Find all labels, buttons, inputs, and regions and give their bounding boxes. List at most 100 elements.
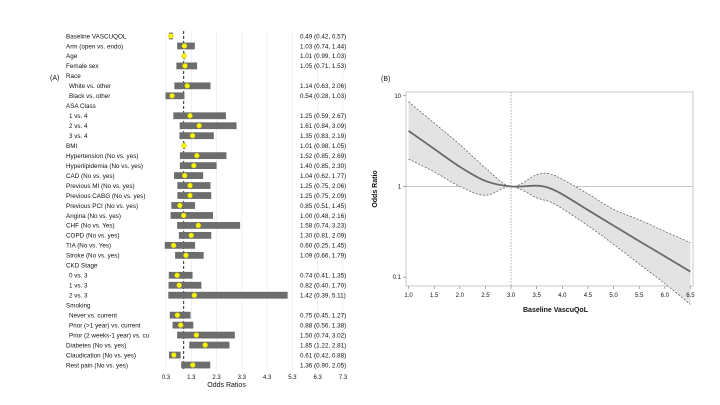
spline-y-tick-label: 10 bbox=[394, 94, 401, 100]
forest-point bbox=[184, 83, 190, 89]
forest-ci-bar bbox=[179, 132, 214, 140]
forest-point bbox=[189, 132, 196, 139]
forest-row: TIA (No vs. Yes) 0.60 (0.25, 1.45) bbox=[66, 241, 346, 250]
forest-ci-bar bbox=[175, 251, 204, 259]
forest-row-value: 1.58 (0.74, 3.23) bbox=[300, 223, 346, 230]
forest-row-value: 1.04 (0.62, 1.77) bbox=[300, 173, 346, 180]
forest-row: Hypertension (No vs. yes) 1.52 (0.85, 2.6… bbox=[66, 152, 346, 160]
forest-point bbox=[171, 352, 177, 358]
forest-point bbox=[174, 312, 181, 318]
panel-a-label: (A) bbox=[50, 75, 59, 82]
forest-row-value: 1.50 (0.74, 3.02) bbox=[300, 332, 346, 339]
forest-row: Previous PCI (No vs. yes) 0.85 (0.51, 1.4… bbox=[66, 202, 346, 210]
spline-x-tick-label: 1.5 bbox=[430, 293, 439, 299]
forest-row-value: 1.01 (0.98, 1.05) bbox=[300, 143, 346, 150]
forest-x-tick-label: 1.3 bbox=[187, 375, 196, 381]
forest-rows: Baseline VASCUQOL 0.49 (0.42, 0.57) Arm (o… bbox=[66, 32, 346, 369]
forest-row: Prior (>1 year) vs. current 0.88 (0.56, 1… bbox=[69, 321, 346, 329]
forest-row: BMI 1.01 (0.98, 1.05) bbox=[66, 142, 346, 150]
forest-row-label: Baseline VASCUQOL bbox=[66, 33, 127, 40]
forest-row: Diabetes (No vs. yes) 1.85 (1.22, 2.81) bbox=[66, 341, 346, 349]
forest-row-label: CHF (No vs. Yes) bbox=[66, 223, 115, 230]
forest-row: Baseline VASCUQOL 0.49 (0.42, 0.57) bbox=[66, 32, 346, 40]
forest-x-tick-label: 7.3 bbox=[339, 375, 348, 381]
spline-plot: 1.0 1.5 2.0 2.5 3.0 3.5 4.0 4.5 5.0 5.5 6.0 6.5 0.1 1… bbox=[372, 91, 696, 314]
forest-row: 1 vs. 3 0.82 (0.40, 1.70) bbox=[69, 281, 346, 290]
forest-point bbox=[191, 162, 197, 169]
forest-row-label: Race bbox=[66, 73, 81, 80]
forest-ci-bar bbox=[169, 311, 191, 319]
forest-point bbox=[174, 272, 180, 278]
forest-x-tick-label: 0.3 bbox=[162, 375, 171, 381]
forest-row: Hyperlipidemia (No vs. yes) 1.40 (0.85, 2… bbox=[66, 162, 346, 170]
forest-point bbox=[187, 113, 193, 119]
forest-row-label: Stroke (No vs. yes) bbox=[66, 253, 120, 260]
forest-row: Prior (2 weeks-1 year) vs. cu 1.50 (0.74,… bbox=[69, 331, 346, 339]
spline-axes: 1.0 1.5 2.0 2.5 3.0 3.5 4.0 4.5 5.0 5.5 6.0 6.5 0.1 1… bbox=[393, 94, 696, 299]
spline-series bbox=[406, 92, 693, 305]
forest-row-label: 3 vs. 4 bbox=[69, 133, 88, 140]
forest-row-label: 0 vs. 3 bbox=[69, 273, 88, 280]
forest-point bbox=[169, 93, 175, 99]
forest-row-label: Diabetes (No vs. yes) bbox=[66, 342, 126, 349]
forest-ci-bar bbox=[179, 162, 217, 170]
forest-ci-bar bbox=[177, 182, 211, 189]
forest-row: COPD (No vs. yes) 1.30 (0.81, 2.09) bbox=[66, 232, 346, 240]
forest-x-tick-label: 2.3 bbox=[212, 375, 221, 381]
forest-row-label: CAD (No vs. yes) bbox=[66, 173, 115, 180]
forest-row: Never vs. current 0.75 (0.45, 1.27) bbox=[69, 311, 346, 319]
forest-ci-bar bbox=[177, 222, 241, 229]
forest-row-value: 0.88 (0.56, 1.38) bbox=[300, 322, 346, 329]
forest-point bbox=[193, 332, 200, 338]
forest-row-label: Hypertension (No vs. yes) bbox=[66, 153, 138, 160]
forest-point bbox=[187, 182, 193, 189]
forest-row-value: 1.05 (0.71, 1.53) bbox=[300, 63, 346, 70]
forest-row: Race bbox=[66, 73, 81, 80]
forest-row: Arm (open vs. endo) 1.03 (0.74, 1.44) bbox=[66, 42, 346, 50]
spline-x-tick-label: 5.5 bbox=[635, 293, 644, 299]
forest-row-label: Previous MI (No vs. yes) bbox=[66, 183, 135, 190]
forest-row-label: CKD Stage bbox=[66, 263, 98, 270]
forest-row-value: 0.61 (0.42, 0.88) bbox=[300, 352, 346, 359]
forest-ci-bar bbox=[177, 331, 235, 339]
spline-lower-bound-line bbox=[408, 158, 691, 305]
forest-ci-bar bbox=[168, 271, 193, 279]
forest-row-label: Angina (No vs. yes) bbox=[66, 213, 121, 220]
forest-row-value: 1.30 (0.81, 2.09) bbox=[300, 233, 346, 240]
forest-row-value: 1.25 (0.75, 2.06) bbox=[300, 183, 346, 190]
forest-ci-bar bbox=[179, 122, 237, 130]
forest-row-value: 1.42 (0.39, 5.11) bbox=[300, 293, 346, 300]
forest-ci-bar bbox=[168, 281, 202, 289]
forest-ci-bar bbox=[165, 92, 185, 100]
panel-b-label: (B) bbox=[381, 76, 390, 83]
forest-row-label: Never vs. current bbox=[69, 312, 117, 319]
forest-row: Black vs. other 0.54 (0.28, 1.03) bbox=[69, 92, 346, 100]
forest-ci-bar bbox=[179, 152, 227, 160]
forest-row: Previous MI (No vs. yes) 1.25 (0.75, 2.06… bbox=[66, 182, 346, 190]
forest-x-axis-label: Odds Ratios bbox=[207, 382, 246, 389]
forest-point bbox=[183, 252, 189, 259]
forest-row-label: 2 vs. 4 bbox=[69, 123, 88, 130]
forest-point bbox=[180, 212, 187, 219]
forest-point bbox=[194, 152, 200, 159]
forest-row-value: 1.36 (0.90, 2.05) bbox=[300, 362, 346, 369]
forest-row: Smoking bbox=[66, 302, 91, 309]
forest-row: 0 vs. 3 0.74 (0.41, 1.35) bbox=[69, 271, 346, 280]
forest-row-value: 0.82 (0.40, 1.70) bbox=[300, 283, 346, 290]
forest-row: CKD Stage bbox=[66, 263, 98, 270]
forest-row: White vs. other 1.14 (0.63, 2.06) bbox=[69, 82, 346, 90]
forest-row-label: 1 vs. 3 bbox=[69, 283, 88, 290]
forest-row-value: 1.00 (0.48, 2.16) bbox=[300, 213, 346, 220]
forest-row-value: 1.14 (0.63, 2.06) bbox=[300, 83, 346, 90]
forest-x-tick-label: 6.3 bbox=[314, 375, 323, 381]
forest-x-tick-label: 5.3 bbox=[288, 375, 297, 381]
forest-row-value: 1.40 (0.85, 2.30) bbox=[300, 163, 346, 170]
forest-plot: Baseline VASCUQOL 0.49 (0.42, 0.57) Arm (o… bbox=[66, 31, 348, 389]
forest-ci-bar bbox=[178, 232, 212, 239]
spline-y-axis-label: Odds Ratio bbox=[372, 170, 379, 207]
forest-row: CAD (No vs. yes) 1.04 (0.62, 1.77) bbox=[66, 172, 346, 180]
forest-row-label: Smoking bbox=[66, 302, 91, 309]
forest-row-value: 1.35 (0.83, 2.19) bbox=[300, 133, 346, 140]
forest-row-label: BMI bbox=[66, 143, 77, 150]
forest-ci-bar bbox=[181, 361, 211, 369]
